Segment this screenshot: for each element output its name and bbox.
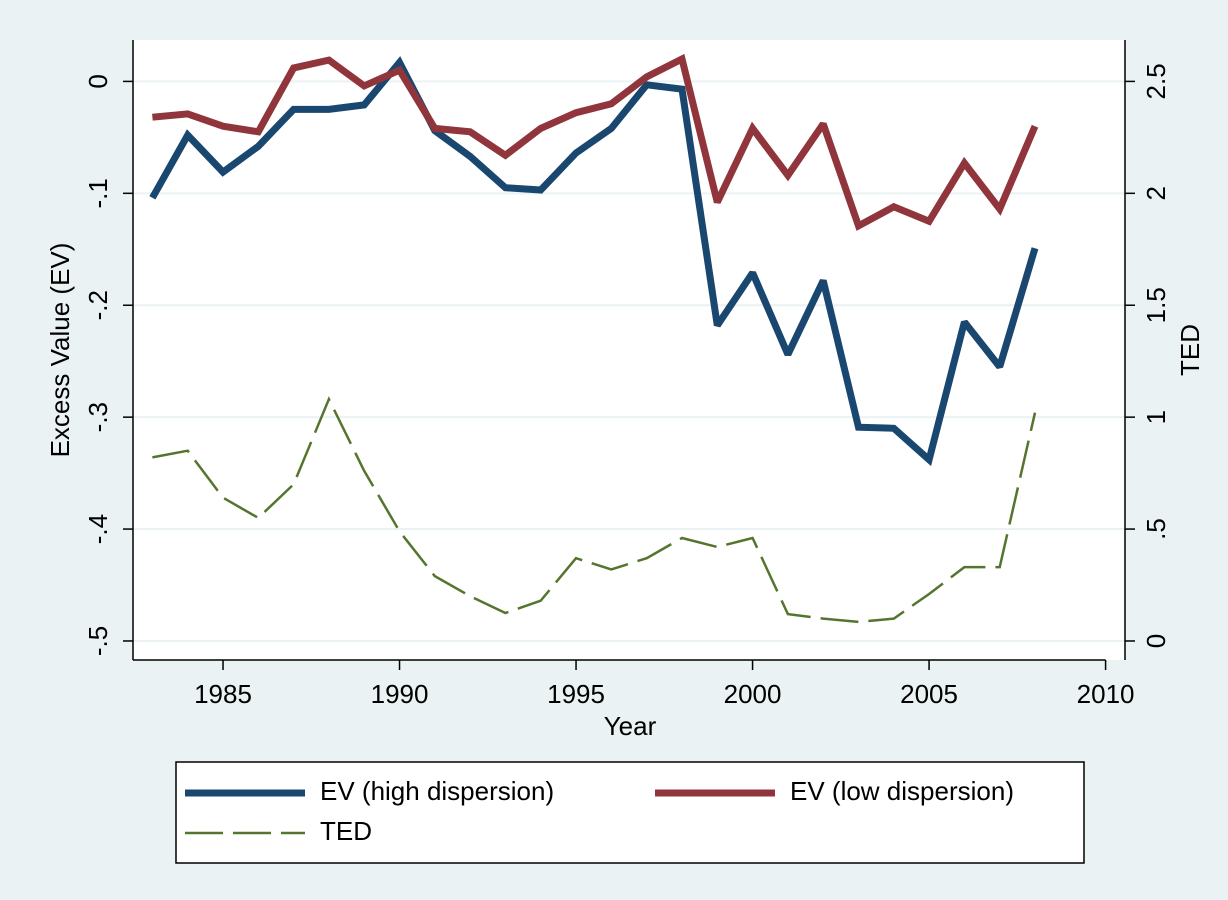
legend-label: EV (low dispersion) xyxy=(790,776,1014,806)
y-axis-title: Excess Value (EV) xyxy=(45,243,75,458)
x-tick-label: 2005 xyxy=(900,679,958,709)
y2-tick-label: 2 xyxy=(1141,186,1171,200)
x-axis-title: Year xyxy=(604,711,657,741)
series-line xyxy=(152,53,1039,231)
legend-box xyxy=(175,761,1085,864)
y2-axis-title: TED xyxy=(1175,324,1205,376)
y-tick-label: -.5 xyxy=(83,626,113,656)
y-tick-label: -.1 xyxy=(83,178,113,208)
legend-label: TED xyxy=(320,816,372,846)
y2-tick-label: 1 xyxy=(1141,410,1171,424)
y2-tick-label: .5 xyxy=(1141,518,1171,540)
y-tick-label: -.3 xyxy=(83,402,113,432)
x-tick-label: 1995 xyxy=(547,679,605,709)
y-tick-label: -.4 xyxy=(83,514,113,544)
y2-tick-label: 1.5 xyxy=(1141,287,1171,323)
x-tick-label: 2000 xyxy=(724,679,782,709)
series-line xyxy=(149,56,1039,467)
y2-tick-label: 0 xyxy=(1141,634,1171,648)
x-tick-label: 2010 xyxy=(1077,679,1135,709)
y-tick-label: -.2 xyxy=(83,290,113,320)
y2-tick-label: 2.5 xyxy=(1141,63,1171,99)
x-tick-label: 1990 xyxy=(371,679,429,709)
y-tick-label: 0 xyxy=(83,74,113,88)
legend-label: EV (high dispersion) xyxy=(320,776,554,806)
x-tick-label: 1985 xyxy=(194,679,252,709)
series-line xyxy=(152,396,1037,624)
